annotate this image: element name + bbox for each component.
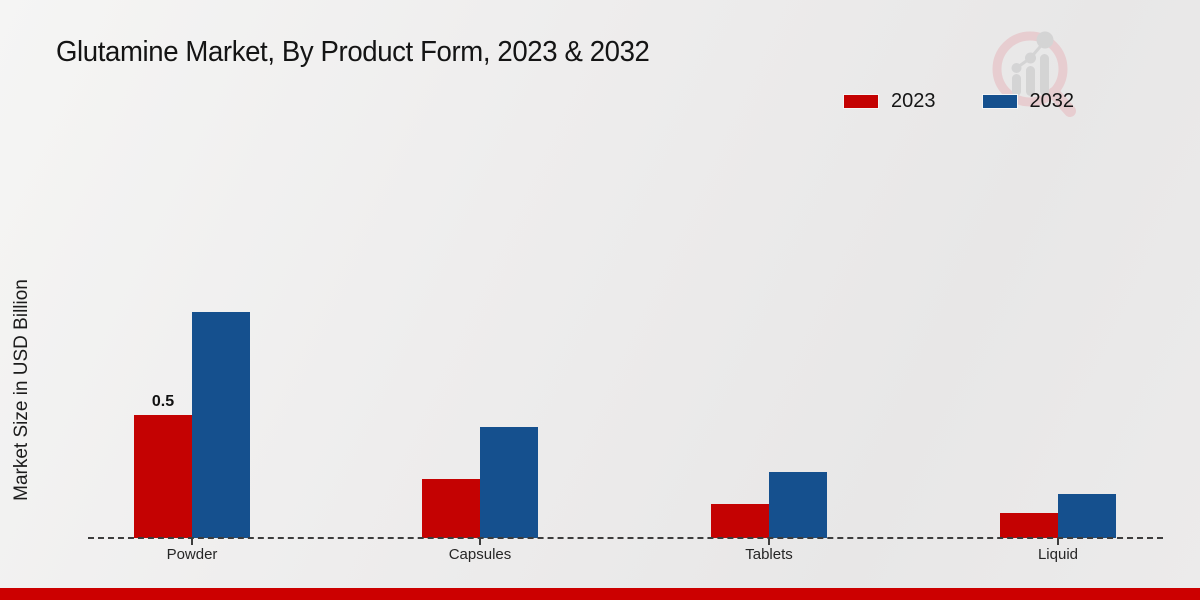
bar-value-label: 0.5: [151, 393, 175, 410]
legend-swatch-2023: [843, 94, 879, 109]
x-axis-tick: [191, 538, 193, 545]
bar-liquid-2023: [1000, 513, 1058, 538]
legend-label: 2023: [891, 90, 936, 112]
category-label-powder: Powder: [166, 546, 218, 563]
bar-capsules-2032: [480, 427, 538, 538]
bar-liquid-2032: [1058, 494, 1116, 538]
legend: 2023 2032: [843, 90, 1074, 113]
chart-title: Glutamine Market, By Product Form, 2023 …: [56, 36, 650, 68]
footer-bar: [0, 588, 1200, 600]
x-axis-baseline: [88, 537, 1163, 539]
bar-tablets-2032: [769, 472, 827, 538]
legend-item-2023: 2023: [843, 90, 936, 113]
magnifier-chart-logo-icon: [992, 31, 1076, 117]
category-label-liquid: Liquid: [1037, 546, 1079, 563]
category-label-tablets: Tablets: [745, 546, 793, 563]
x-axis-tick: [768, 538, 770, 545]
bar-tablets-2023: [711, 504, 769, 538]
legend-item-2032: 2032: [981, 90, 1075, 113]
category-label-capsules: Capsules: [448, 546, 512, 563]
legend-label: 2032: [1029, 90, 1075, 112]
x-axis-tick: [1057, 538, 1059, 545]
bar-powder-2032: [192, 312, 250, 538]
x-axis-tick: [479, 538, 481, 545]
bar-capsules-2023: [422, 479, 480, 538]
bar-powder-2023: [134, 415, 192, 538]
legend-swatch-2032: [981, 94, 1018, 109]
